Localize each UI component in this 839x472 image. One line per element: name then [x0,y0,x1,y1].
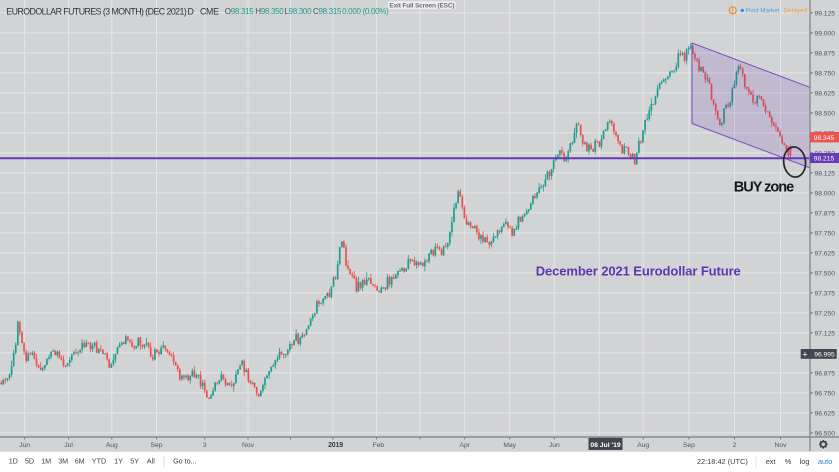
svg-text:98.215: 98.215 [814,156,835,163]
svg-text:Post Market: Post Market [746,8,780,15]
svg-text:2019: 2019 [328,442,343,449]
svg-text:Aug: Aug [106,442,118,449]
svg-text:22:18:42 (UTC): 22:18:42 (UTC) [697,457,748,466]
svg-text:3: 3 [203,442,207,449]
svg-text:5D: 5D [25,457,34,466]
svg-text:Jun: Jun [549,442,560,449]
svg-text:Feb: Feb [373,442,385,449]
svg-text:Nov: Nov [242,442,255,449]
svg-text:0.000 (0.00%): 0.000 (0.00%) [342,7,389,16]
svg-text:BUY zone: BUY zone [734,180,794,196]
svg-text:Sep: Sep [683,442,695,449]
svg-text:YTD: YTD [92,457,106,466]
svg-text:Jul: Jul [64,442,73,449]
svg-text:99.125: 99.125 [815,10,836,17]
svg-text:97.875: 97.875 [815,210,836,217]
svg-text:96.750: 96.750 [815,390,836,397]
svg-text:All: All [147,457,155,466]
svg-text:1D: 1D [9,457,18,466]
svg-text:H98.350: H98.350 [255,7,284,16]
svg-text:December 2021 Eurodollar Futur: December 2021 Eurodollar Future [536,264,741,279]
svg-text:98.345: 98.345 [814,135,835,142]
svg-text:Exit Full Screen (ESC): Exit Full Screen (ESC) [389,2,454,9]
svg-text:98.875: 98.875 [815,50,836,57]
svg-text:08 Jul '19: 08 Jul '19 [590,442,621,449]
svg-text:3M: 3M [58,457,68,466]
svg-text:96.625: 96.625 [815,410,836,417]
svg-text:96.995: 96.995 [814,352,835,359]
svg-text:C98.315: C98.315 [313,7,342,16]
svg-text:Jun: Jun [19,442,30,449]
svg-text:97.250: 97.250 [815,310,836,317]
svg-text:2: 2 [733,442,737,449]
svg-text:1Y: 1Y [114,457,123,466]
svg-text:auto: auto [818,457,832,466]
svg-text:L98.300: L98.300 [284,7,312,16]
svg-text:EURODOLLAR FUTURES (3 MONTH) (: EURODOLLAR FUTURES (3 MONTH) (DEC 2021) [6,6,187,16]
svg-text:O98.315: O98.315 [225,7,254,16]
svg-text:May: May [503,442,516,449]
svg-text:97.750: 97.750 [815,230,836,237]
svg-text:ext: ext [766,457,776,466]
svg-text:99.000: 99.000 [815,30,836,37]
svg-text:98.750: 98.750 [815,70,836,77]
svg-text:97.125: 97.125 [815,330,836,337]
svg-text:Aug: Aug [637,442,649,449]
svg-text:Go to...: Go to... [173,457,197,466]
svg-text:Nov: Nov [775,442,788,449]
svg-text:98.125: 98.125 [815,170,836,177]
svg-text:97.375: 97.375 [815,290,836,297]
svg-text:%: % [785,457,792,466]
svg-text:+: + [802,349,807,359]
svg-text:98.000: 98.000 [815,190,836,197]
svg-text:96.500: 96.500 [815,430,836,437]
svg-text:5Y: 5Y [130,457,139,466]
svg-text:Apr: Apr [459,442,470,449]
svg-text:D CME: D CME [188,6,220,16]
svg-text:97.625: 97.625 [815,250,836,257]
svg-text:1M: 1M [41,457,51,466]
svg-text:Delayed: Delayed [784,8,808,15]
svg-text:98.625: 98.625 [815,90,836,97]
svg-text:96.875: 96.875 [815,370,836,377]
svg-text:97.500: 97.500 [815,270,836,277]
svg-text:log: log [800,457,810,466]
svg-text:98.500: 98.500 [815,110,836,117]
svg-text:6M: 6M [75,457,85,466]
svg-text:Sep: Sep [151,442,163,449]
